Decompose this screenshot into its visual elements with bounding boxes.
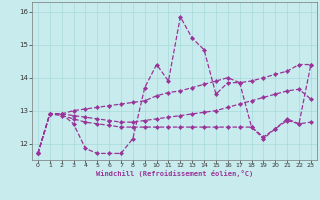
X-axis label: Windchill (Refroidissement éolien,°C): Windchill (Refroidissement éolien,°C)	[96, 170, 253, 177]
